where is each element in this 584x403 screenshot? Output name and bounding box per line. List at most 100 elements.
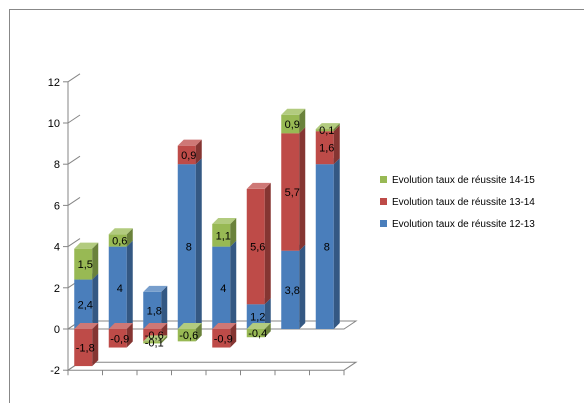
- bar-2-1: [74, 323, 99, 367]
- bar-1-8-front: [315, 164, 334, 329]
- bar-3-8-side: [333, 123, 340, 132]
- bar-1-7-side: [299, 244, 306, 329]
- bar-3-3: [143, 335, 168, 344]
- bar-3-2-front: [108, 234, 127, 247]
- y-tick-label: 2: [54, 283, 60, 295]
- bar-3-7-top: [281, 108, 306, 115]
- bar-1-2-front: [108, 246, 127, 329]
- bar-3-5-top: [212, 217, 237, 224]
- legend-label: Evolution taux de réussite 14-15: [392, 175, 535, 186]
- bar-3-2-side: [126, 228, 133, 247]
- bar-1-2: [108, 240, 133, 329]
- y-tick-label: 6: [54, 200, 60, 212]
- bar-2-4: [177, 139, 202, 165]
- data-label: 0,9: [285, 119, 300, 131]
- bar-1-2-side: [126, 240, 133, 329]
- data-label: 0,9: [181, 150, 196, 162]
- bar-2-2-top: [108, 323, 133, 329]
- bar-3-4-top: [177, 323, 202, 329]
- data-label: -0,9: [110, 333, 129, 345]
- bar-1-1-side: [92, 273, 99, 329]
- bar-2-6: [246, 182, 271, 305]
- bar-3-6-top: [246, 323, 271, 329]
- bar-3-4: [177, 323, 202, 342]
- bar-1-1-front: [74, 279, 93, 329]
- data-label: 8: [324, 242, 330, 254]
- data-label: -1,8: [76, 343, 95, 355]
- bar-3-2: [108, 228, 133, 247]
- bar-3-8-top: [315, 123, 340, 130]
- y-tick-depth: [67, 73, 81, 83]
- bar-2-2-front: [108, 329, 127, 348]
- bar-3-1-side: [92, 242, 99, 280]
- bar-2-1-side: [92, 323, 99, 367]
- bar-1-3-front: [143, 291, 162, 329]
- data-label: -0,9: [214, 333, 233, 345]
- legend-label: Evolution taux de réussite 13-14: [392, 197, 535, 208]
- y-tick-label: 8: [54, 159, 60, 171]
- data-label: 1,5: [78, 259, 93, 271]
- bar-3-3-top: [143, 335, 168, 342]
- bar-3-8: [315, 123, 340, 132]
- bar-2-1-front: [74, 329, 93, 367]
- data-label: 5,7: [285, 187, 300, 199]
- data-label: 1,1: [216, 230, 231, 242]
- bar-3-5-front: [212, 223, 231, 247]
- bar-1-6-side: [264, 298, 271, 329]
- bar-3-4-front: [177, 329, 196, 342]
- legend-swatch: [380, 220, 387, 227]
- bar-1-7-front: [281, 250, 300, 329]
- bar-1-3-top: [143, 285, 168, 292]
- bars: [74, 108, 340, 367]
- y-tick-depth: [67, 114, 81, 124]
- bar-2-6-top: [246, 182, 271, 189]
- data-label: 8: [186, 242, 192, 254]
- bar-2-1-top: [74, 323, 99, 329]
- y-tick-label: 12: [48, 77, 60, 89]
- legend: Evolution taux de réussite 14-15 Evolutio…: [380, 175, 535, 230]
- bar-2-3-top: [143, 323, 168, 329]
- bar-2-8-front: [315, 131, 334, 165]
- y-tick-depth: [67, 238, 81, 248]
- data-label: -0,4: [248, 328, 267, 340]
- legend-label: Evolution taux de réussite 12-13: [392, 219, 535, 230]
- bar-2-2-side: [126, 323, 133, 348]
- bar-2-5-top: [212, 323, 237, 329]
- bar-2-5-front: [212, 329, 231, 348]
- bar-2-2: [108, 323, 133, 348]
- bar-3-6: [246, 323, 271, 338]
- data-label: 1,2: [250, 312, 265, 324]
- y-tick-label: -2: [50, 365, 60, 377]
- data-label: -0,6: [179, 330, 198, 342]
- bar-1-4-side: [195, 158, 202, 329]
- bar-1-4-front: [177, 164, 196, 329]
- legend-swatch: [380, 198, 387, 205]
- bar-2-8-side: [333, 125, 340, 165]
- data-label: 2,4: [78, 299, 93, 311]
- data-label: 0,6: [112, 235, 127, 247]
- bar-2-6-front: [246, 188, 265, 305]
- bar-3-1-top: [74, 242, 99, 249]
- bar-3-7: [281, 108, 306, 134]
- bar-2-7-front: [281, 133, 300, 251]
- y-tick-label: 10: [48, 118, 60, 130]
- bar-1-5-front: [212, 246, 231, 329]
- bar-3-7-side: [299, 108, 306, 134]
- y-tick-label: 4: [54, 242, 60, 254]
- bar-3-1-front: [74, 248, 93, 280]
- bar-3-6-front: [246, 329, 265, 338]
- data-label: 4: [220, 283, 226, 295]
- bar-2-4-top: [177, 139, 202, 146]
- bar-3-2-top: [108, 228, 133, 235]
- bar-1-8-side: [333, 158, 340, 329]
- bar-2-5: [212, 323, 237, 348]
- data-label: -0,6: [145, 330, 164, 342]
- bar-1-3-side: [161, 285, 168, 329]
- data-label: 1,6: [319, 143, 334, 155]
- bar-1-6-front: [246, 304, 265, 329]
- bar-3-1: [74, 242, 99, 280]
- y-tick-label: 0: [54, 324, 60, 336]
- bar-3-7-front: [281, 114, 300, 134]
- chart-frame: [9, 9, 584, 403]
